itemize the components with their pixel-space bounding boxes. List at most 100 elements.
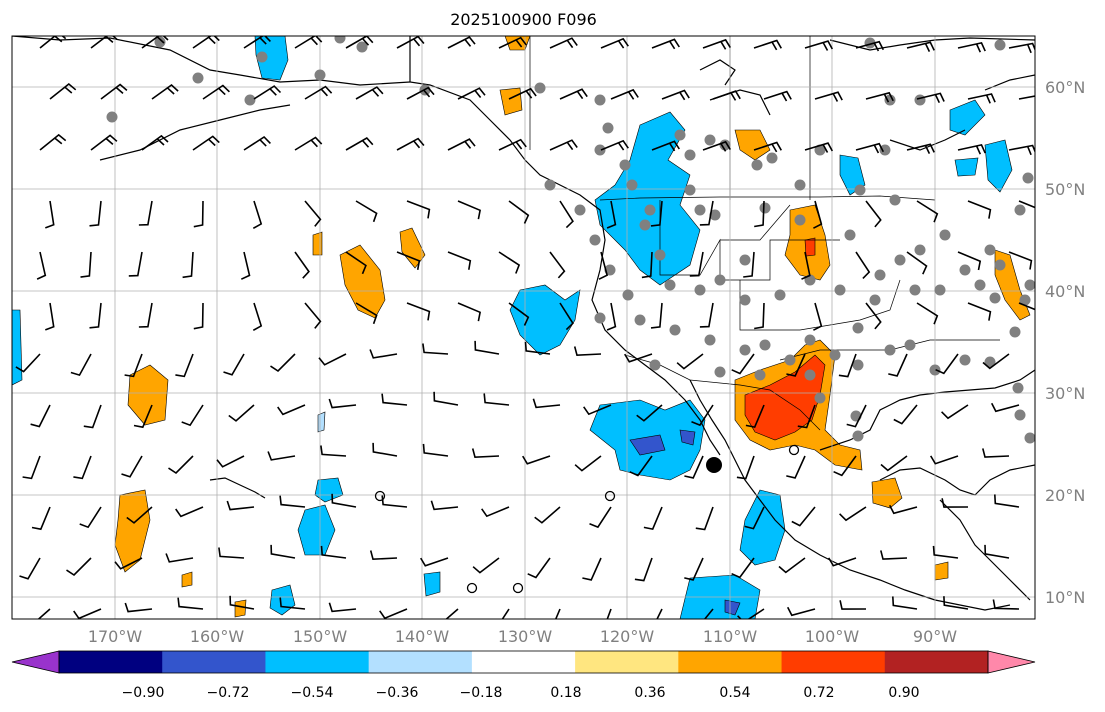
wind-barb [181,404,204,427]
wind-barb [737,608,765,619]
wind-barb [30,404,51,428]
station-dot [929,364,941,376]
wind-barb [138,200,153,226]
station-dot [1014,409,1026,421]
station-dot [959,264,971,276]
wind-barb [906,251,928,275]
wind-barb [124,353,143,378]
wind-barb [906,143,935,154]
wind-barb [763,90,792,102]
wind-barb [128,251,143,277]
wind-barb [865,91,894,103]
wind-barb [880,550,908,560]
station-dot [909,284,921,296]
wind-barb [73,608,102,619]
wind-barb [432,608,459,619]
wind-barb [193,302,204,330]
wind-barb [218,547,245,559]
wind-barb [574,455,602,472]
wind-barb [498,36,527,49]
station-dot [719,139,731,151]
wind-barb [430,500,459,511]
station-dot [959,354,971,366]
station-dot [994,259,1006,271]
wind-barb [967,93,996,104]
wind-barb [369,349,398,359]
station-dot [694,284,706,296]
station-markers [106,36,1035,444]
colorbar-segment [368,651,473,673]
station-dot [914,94,926,106]
wind-barb [447,251,472,270]
station-dot [334,36,346,44]
wind-barb [814,91,843,102]
wind-barb [433,391,459,406]
cb-label-6: 0.36 [634,685,665,701]
wind-barb [699,302,714,328]
wind-barb [532,398,561,409]
station-dot [794,179,806,191]
wind-barb [684,557,704,581]
wind-barb [498,138,527,151]
wind-barb [252,200,263,229]
wind-barb [304,200,322,227]
station-dot [751,159,763,171]
wind-barb [472,557,500,574]
wind-barb [320,445,347,457]
wind-barb [629,455,653,477]
station-dot [884,94,896,106]
wind-barb [100,83,128,100]
colorbar [11,650,1036,674]
wind-barb [744,506,765,530]
wind-barb [15,353,41,373]
lon-label-120w: 120°W [600,627,655,646]
cb-label-9: 0.90 [888,685,919,701]
wind-barb [457,302,482,322]
wind-barb [650,200,663,227]
wind-barb [527,557,551,579]
colorbar-segment [678,651,783,673]
wind-barb [786,353,806,377]
wind-barb [916,92,945,104]
wind-barb [165,553,194,563]
lon-label-150w: 150°W [293,627,348,646]
wind-barb [471,448,500,459]
wind-barb [699,200,714,226]
wind-barb [994,494,1020,508]
longitude-axis: 170°W 160°W 150°W 140°W 130°W 120°W 110°… [88,627,957,646]
wind-barb [916,200,939,223]
wind-barb [801,251,811,280]
wind-barb [778,557,806,574]
wind-barb [522,455,551,465]
station-dot [804,334,816,346]
wind-barb [650,302,663,329]
wind-barb [141,134,169,151]
wind-barb [39,133,67,151]
wind-barb [406,86,435,100]
wind-barb [294,136,323,151]
station-dot [984,244,996,256]
station-dot [669,324,681,336]
cb-label-2: −0.54 [291,685,334,701]
wind-barb [984,544,1010,559]
lon-label-170w: 170°W [88,627,143,646]
coastlines [12,36,1035,611]
station-dot [649,359,661,371]
wind-barb [320,545,347,559]
wind-barb [957,251,982,271]
wind-barb [25,608,51,619]
lat-label-50: 50°N [1045,180,1085,199]
wind-barb [839,600,867,610]
latitude-axis: 60°N 50°N 40°N 30°N 20°N 10°N [1045,78,1085,607]
wind-barb [598,251,609,280]
wind-barb [982,448,1010,458]
wind-barb [372,442,398,457]
station-dot [794,214,806,226]
wind-barb [838,353,857,378]
station-dot [914,244,926,256]
wind-barb [941,498,969,508]
wind-barb [355,200,378,223]
station-dot [654,249,666,261]
wind-barb [736,455,755,480]
wind-barb [786,606,816,617]
